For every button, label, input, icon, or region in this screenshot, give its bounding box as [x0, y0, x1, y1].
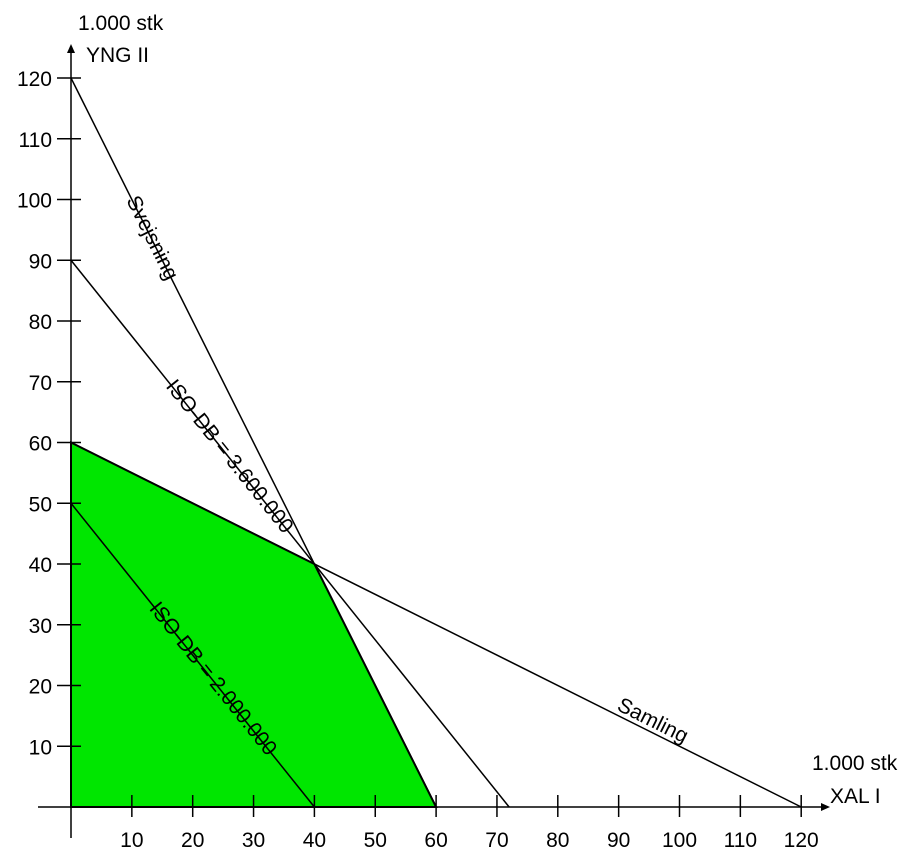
y-tick-label: 40 — [29, 554, 52, 577]
y-tick-label: 20 — [29, 676, 52, 699]
x-tick-label: 100 — [662, 829, 697, 852]
line-label-samling: Samling — [614, 693, 692, 747]
y-ticks: 10 20 30 40 50 60 70 80 90 100 110 120 — [17, 68, 81, 759]
y-tick-label: 100 — [17, 190, 52, 213]
y-axis-unit: 1.000 stk — [78, 12, 164, 35]
line-svejsning — [70, 77, 437, 808]
x-tick-label: 20 — [181, 829, 204, 852]
line-iso-db-2000000 — [70, 502, 315, 808]
x-tick-label: 50 — [364, 829, 387, 852]
line-label-svejsning: Svejsning — [122, 192, 183, 284]
x-axis-arrow — [821, 803, 830, 811]
x-tick-label: 110 — [724, 829, 757, 852]
y-axis-label: YNG II — [86, 44, 149, 67]
y-axis-arrow — [67, 44, 75, 53]
x-axis-unit: 1.000 stk — [812, 752, 898, 775]
line-samling — [70, 441, 802, 808]
constraint-lines — [70, 77, 802, 808]
y-tick-label: 50 — [29, 493, 52, 516]
x-tick-label: 80 — [546, 829, 569, 852]
x-tick-label: 120 — [784, 829, 819, 852]
y-tick-label: 90 — [29, 250, 52, 273]
y-tick-label: 60 — [29, 433, 52, 456]
axes — [38, 44, 830, 838]
x-tick-label: 60 — [424, 829, 447, 852]
y-tick-label: 70 — [29, 372, 52, 395]
y-tick-label: 110 — [19, 129, 52, 152]
x-tick-label: 40 — [303, 829, 326, 852]
y-tick-label: 120 — [17, 68, 52, 91]
y-tick-label: 30 — [29, 615, 52, 638]
x-tick-label: 10 — [120, 829, 143, 852]
x-ticks: 10 20 30 40 50 60 70 80 90 100 110 120 — [120, 795, 819, 852]
x-axis-label: XAL I — [830, 785, 881, 808]
y-tick-label: 80 — [29, 311, 52, 334]
line-iso-db-3600000 — [70, 259, 510, 808]
y-tick-label: 10 — [29, 736, 52, 759]
x-tick-label: 70 — [485, 829, 508, 852]
x-tick-label: 30 — [242, 829, 265, 852]
x-tick-label: 90 — [607, 829, 630, 852]
